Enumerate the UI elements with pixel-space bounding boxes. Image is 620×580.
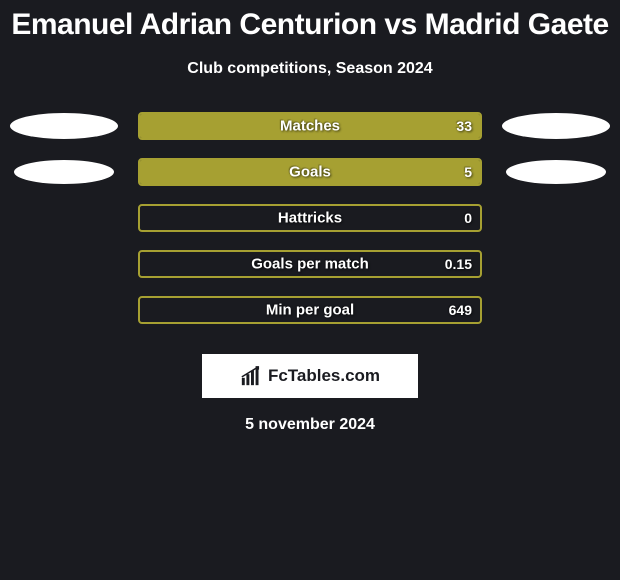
page-title: Emanuel Adrian Centurion vs Madrid Gaete [11,8,608,42]
right-marker-slot [502,160,610,184]
stat-row: Matches 33 [0,112,620,140]
brand-badge: FcTables.com [202,354,418,398]
left-marker-slot [10,160,118,184]
right-marker-slot [502,113,610,139]
stat-value: 33 [456,118,472,134]
player-marker-right [502,113,610,139]
stat-row: Goals per match 0.15 [0,250,620,278]
stat-label: Hattricks [278,210,342,227]
stat-value: 649 [449,302,472,318]
stat-bar: Min per goal 649 [138,296,482,324]
stat-label: Matches [280,118,340,135]
stat-row: Goals 5 [0,158,620,186]
page-subtitle: Club competitions, Season 2024 [187,60,432,78]
bars-icon [240,365,262,387]
brand-text: FcTables.com [268,366,380,386]
stat-bar: Goals 5 [138,158,482,186]
stat-value: 5 [464,164,472,180]
stat-value: 0.15 [445,256,472,272]
stat-value: 0 [464,210,472,226]
stat-label: Goals [289,164,331,181]
stat-rows: Matches 33 Goals 5 Hattricks 0 Goals per match… [0,112,620,324]
player-marker-right [506,160,606,184]
comparison-infographic: Emanuel Adrian Centurion vs Madrid Gaete… [0,0,620,434]
player-marker-left [14,160,114,184]
stat-row: Min per goal 649 [0,296,620,324]
stat-bar: Hattricks 0 [138,204,482,232]
stat-row: Hattricks 0 [0,204,620,232]
stat-bar: Goals per match 0.15 [138,250,482,278]
stat-label: Goals per match [251,256,369,273]
player-marker-left [10,113,118,139]
left-marker-slot [10,113,118,139]
date-text: 5 november 2024 [245,416,375,434]
stat-bar: Matches 33 [138,112,482,140]
stat-label: Min per goal [266,302,354,319]
